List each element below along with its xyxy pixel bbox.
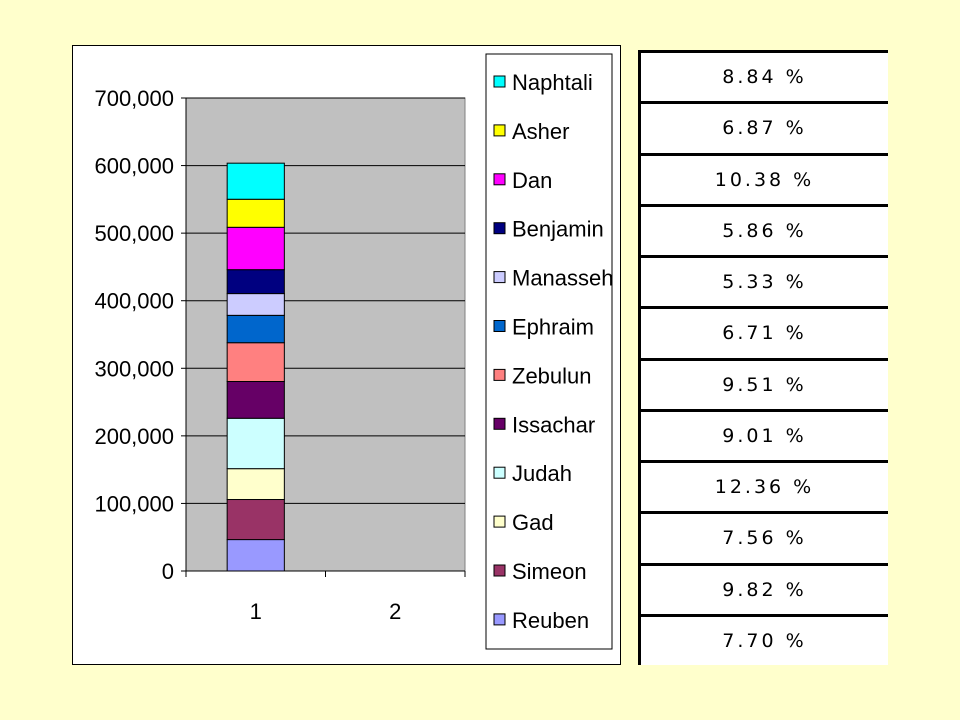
legend-swatch-ephraim xyxy=(493,320,506,332)
percentage-cell: 7.56 % xyxy=(722,527,807,550)
bar-segment-gad xyxy=(226,468,285,501)
legend-swatch-simeon xyxy=(493,564,506,577)
bar-segment-manasseh xyxy=(226,293,285,316)
legend-swatch-dan xyxy=(493,173,506,186)
x-tick-label: 1 xyxy=(250,599,262,624)
table-divider xyxy=(641,613,888,617)
percentage-cell: 6.87 % xyxy=(722,117,807,140)
percentage-cell: 9.82 % xyxy=(722,578,807,601)
table-divider xyxy=(641,50,888,53)
bar-segment-benjamin xyxy=(226,269,285,295)
legend-swatch-asher xyxy=(493,124,506,137)
table-divider xyxy=(641,408,888,412)
percentage-cell: 5.86 % xyxy=(722,219,807,242)
table-divider xyxy=(641,357,888,361)
legend-swatch-benjamin xyxy=(493,222,506,235)
legend-label: Manasseh xyxy=(512,266,614,291)
legend-label: Dan xyxy=(512,168,552,193)
y-tick-label: 300,000 xyxy=(94,356,174,381)
legend-swatch-reuben xyxy=(493,613,506,626)
legend-label: Issachar xyxy=(512,412,595,437)
percentage-cell: 6.71 % xyxy=(722,322,807,345)
legend-label: Reuben xyxy=(512,608,589,633)
y-tick-label: 400,000 xyxy=(94,289,174,314)
bar-segment-issachar xyxy=(226,380,285,419)
table-divider xyxy=(641,101,888,105)
table-divider xyxy=(641,562,888,566)
y-tick-label: 0 xyxy=(162,559,174,584)
legend-label: Judah xyxy=(512,461,572,486)
bar-segment-zebulun xyxy=(226,342,285,382)
y-tick-label: 100,000 xyxy=(94,491,174,516)
bar-segment-dan xyxy=(226,226,285,271)
bar-segment-ephraim xyxy=(226,314,285,344)
table-divider xyxy=(641,306,888,310)
legend xyxy=(485,53,613,650)
legend-label: Benjamin xyxy=(512,217,604,242)
x-tick-label: 2 xyxy=(389,599,401,624)
bar-segment-naphtali xyxy=(226,162,285,200)
legend-swatch-gad xyxy=(493,515,506,528)
bar-segment-simeon xyxy=(226,499,285,541)
percentage-cell: 8.84 % xyxy=(722,66,807,89)
percentage-cell: 12.36 % xyxy=(714,476,815,499)
table-divider xyxy=(641,152,888,156)
percentage-cell: 9.51 % xyxy=(722,373,807,396)
legend-label: Zebulun xyxy=(512,363,592,388)
percentage-cell: 7.70 % xyxy=(722,629,807,652)
legend-label: Naphtali xyxy=(512,70,593,95)
y-tick-label: 500,000 xyxy=(94,221,174,246)
legend-label: Gad xyxy=(512,510,554,535)
legend-label: Simeon xyxy=(512,559,587,584)
legend-swatch-zebulun xyxy=(493,368,506,381)
y-tick-label: 700,000 xyxy=(94,86,174,111)
legend-label: Ephraim xyxy=(512,315,594,340)
percentage-cell: 5.33 % xyxy=(722,271,807,294)
legend-label: Asher xyxy=(512,119,569,144)
bar-segment-judah xyxy=(226,417,285,470)
bar-segment-reuben xyxy=(226,539,285,572)
y-tick-label: 200,000 xyxy=(94,424,174,449)
percentage-cell: 10.38 % xyxy=(714,168,815,191)
legend-swatch-issachar xyxy=(493,417,506,430)
bar-segment-asher xyxy=(226,198,285,228)
chart-panel: 0 100,000 200,000 300,000 400,000 500,000 600,… xyxy=(72,45,621,665)
table-divider xyxy=(641,255,888,258)
stacked-bar-chart: 0 100,000 200,000 300,000 400,000 500,000 600,… xyxy=(94,53,614,650)
y-tick-label: 600,000 xyxy=(94,154,174,179)
percentage-cell: 9.01 % xyxy=(722,424,807,447)
legend-swatch-manasseh xyxy=(493,271,506,284)
table-divider xyxy=(641,511,888,515)
table-divider xyxy=(641,203,888,207)
legend-swatch-naphtali xyxy=(493,75,506,88)
table-divider xyxy=(641,460,888,463)
legend-swatch-judah xyxy=(493,466,506,479)
percentage-table: 8.84 % 6.87 % 10.38 % 5.86 % 5.33 % 6.71 % 9.5… xyxy=(638,50,888,665)
